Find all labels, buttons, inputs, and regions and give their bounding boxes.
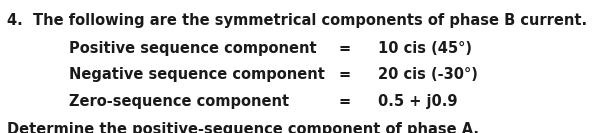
Text: 10 cis (45°): 10 cis (45°) [378,41,473,56]
Text: Zero-sequence component: Zero-sequence component [69,94,288,109]
Text: 0.5 + j0.9: 0.5 + j0.9 [378,94,458,109]
Text: =: = [339,67,350,82]
Text: 4.  The following are the symmetrical components of phase B current.: 4. The following are the symmetrical com… [7,13,587,28]
Text: Determine the positive-sequence component of phase A.: Determine the positive-sequence componen… [7,122,479,133]
Text: Positive sequence component: Positive sequence component [69,41,316,56]
Text: Negative sequence component: Negative sequence component [69,67,324,82]
Text: =: = [339,94,350,109]
Text: =: = [339,41,350,56]
Text: 20 cis (-30°): 20 cis (-30°) [378,67,479,82]
